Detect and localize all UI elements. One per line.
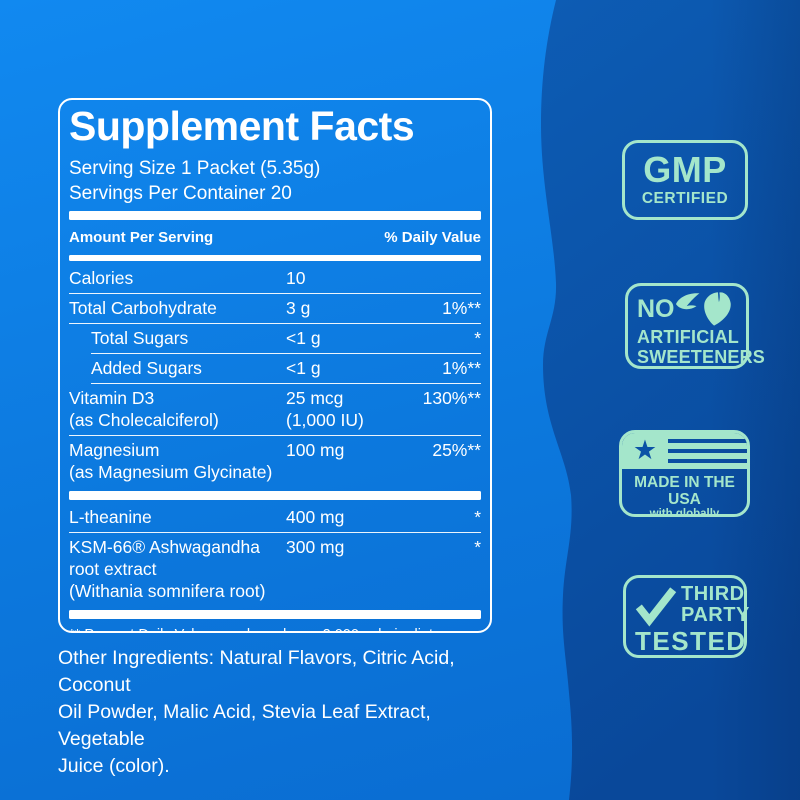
footnotes: ** Percent Daily Values are based on a 2…: [69, 626, 481, 631]
panel-title: Supplement Facts: [69, 103, 415, 149]
nutrient-dv: *: [474, 506, 481, 527]
other-ingredients-text: Other Ingredients: Natural Flavors, Citr…: [58, 647, 455, 777]
leaves-icon: [675, 292, 731, 326]
party-label: PARTY: [681, 604, 750, 626]
tpt-words: THIRD PARTY: [681, 584, 750, 626]
nutrient-name: KSM-66® Ashwagandha root extract (Withan…: [69, 536, 266, 601]
row-divider: [69, 322, 481, 324]
nutrient-name: Calories: [69, 267, 134, 288]
gmp-certified-badge: GMP CERTIFIED: [622, 140, 748, 220]
daily-value-header: % Daily Value: [384, 228, 481, 246]
table-row-ksm66-ashwagandha: KSM-66® Ashwagandha root extract (Withan…: [69, 533, 481, 606]
flag-canton: ★: [622, 433, 668, 469]
serving-info: Serving Size 1 Packet (5.35g) Servings P…: [69, 156, 481, 206]
nutrient-amount: 10: [286, 267, 306, 288]
table-row-vitamin-d3: Vitamin D3 (as Cholecalciferol) 25 mcg (…: [69, 384, 481, 435]
row-divider: [69, 434, 481, 436]
thick-divider: [69, 254, 481, 261]
nutrient-name: Magnesium (as Magnesium Glycinate): [69, 439, 273, 482]
nutrient-amount: <1 g: [286, 357, 321, 378]
nutrient-amount: <1 g: [286, 327, 321, 348]
usa-text-block: MADE IN THE USA with globally sourced in…: [622, 474, 747, 517]
tpt-top-row: THIRD PARTY: [635, 583, 749, 627]
no-label: NO: [637, 294, 675, 323]
table-row-added-sugars: Added Sugars <1 g 1%**: [69, 354, 481, 383]
table-row-magnesium: Magnesium (as Magnesium Glycinate) 100 m…: [69, 436, 481, 487]
nutrient-dv: *: [474, 327, 481, 348]
leaf-small-icon: [675, 293, 699, 310]
artificial-label: ARTIFICIAL: [637, 327, 739, 347]
made-in-usa-label: MADE IN THE USA: [634, 474, 735, 508]
nutrient-dv: 1%**: [442, 357, 481, 378]
supplement-facts-panel: Supplement Facts Serving Size 1 Packet (…: [58, 98, 492, 633]
flag-stripe: [668, 453, 747, 459]
nutrient-amount: 400 mg: [286, 506, 345, 527]
flag-stripe: [668, 433, 747, 439]
serving-size: Serving Size 1 Packet (5.35g): [69, 157, 321, 179]
table-row-total-carbohydrate: Total Carbohydrate 3 g 1%**: [69, 294, 481, 323]
gmp-label: GMP: [643, 149, 727, 190]
nutrient-dv: 130%**: [422, 387, 481, 408]
no-artificial-sweeteners-badge: NO ARTIFICIAL SWEETENERS: [625, 283, 766, 369]
table-row-l-theanine: L-theanine 400 mg *: [69, 503, 481, 532]
star-icon: ★: [632, 434, 658, 465]
thick-divider: [69, 490, 481, 500]
flag-stripes: [668, 433, 747, 469]
row-divider: [69, 292, 481, 294]
nutrient-dv: 1%**: [442, 297, 481, 318]
nutrient-amount: 3 g: [286, 297, 311, 318]
nutrient-name: Total Sugars: [91, 327, 189, 348]
amount-per-serving-header: Amount Per Serving: [69, 228, 214, 246]
leaf-large-icon: [703, 292, 731, 326]
nutrient-name: L-theanine: [69, 506, 152, 527]
nutrient-amount: 25 mcg (1,000 IU): [286, 387, 364, 430]
made-in-usa-badge: ★ MADE IN THE USA with globally sourced …: [619, 430, 750, 517]
footnote-daily-values: ** Percent Daily Values are based on a 2…: [69, 626, 481, 631]
sweeteners-label: SWEETENERS: [637, 347, 766, 367]
table-row-calories: Calories 10: [69, 264, 481, 293]
nutrient-dv: 25%**: [432, 439, 481, 460]
thick-divider: [69, 609, 481, 619]
flag-stripe: [668, 443, 747, 449]
flag-stripe: [668, 463, 747, 469]
nutrient-dv: *: [474, 536, 481, 557]
certified-label: CERTIFIED: [641, 190, 729, 207]
nutrient-amount: 100 mg: [286, 439, 345, 460]
table-row-total-sugars: Total Sugars <1 g *: [69, 324, 481, 353]
checkmark-icon: [635, 587, 677, 627]
nutrient-name: Vitamin D3 (as Cholecalciferol): [69, 387, 219, 430]
tested-label: TESTED: [635, 626, 747, 656]
nutrient-name: Total Carbohydrate: [69, 297, 217, 318]
right-edge-shade: [710, 0, 800, 800]
servings-per-container: Servings Per Container 20: [69, 182, 292, 204]
table-header: Amount Per Serving % Daily Value: [69, 223, 481, 251]
nutrient-amount: 300 mg: [286, 536, 345, 557]
row-divider: [69, 531, 481, 533]
thick-divider: [69, 210, 481, 220]
row-divider: [91, 382, 481, 384]
nas-top-row: NO: [637, 291, 737, 327]
third-label: THIRD: [681, 583, 745, 605]
third-party-tested-badge: THIRD PARTY TESTED: [623, 575, 749, 658]
globally-label: with globally: [649, 508, 720, 517]
nutrient-name: Added Sugars: [91, 357, 202, 378]
row-divider: [91, 352, 481, 354]
usa-flag-icon: ★: [622, 433, 747, 469]
